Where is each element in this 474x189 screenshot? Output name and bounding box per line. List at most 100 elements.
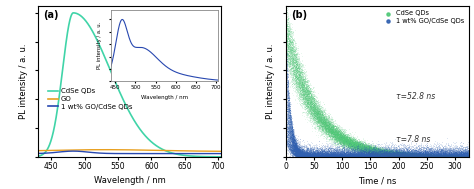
Point bbox=[339, 155, 346, 158]
Point bbox=[361, 153, 369, 156]
Point bbox=[445, 155, 452, 158]
Point bbox=[456, 149, 463, 152]
Point bbox=[454, 154, 462, 157]
Point bbox=[369, 150, 376, 153]
Point bbox=[320, 150, 328, 153]
Point bbox=[352, 152, 359, 155]
Point bbox=[385, 155, 392, 158]
Point bbox=[309, 153, 316, 156]
Point bbox=[450, 155, 458, 158]
Point bbox=[465, 153, 473, 156]
Point bbox=[341, 136, 348, 139]
Point bbox=[359, 150, 366, 153]
Point bbox=[328, 125, 335, 129]
Point bbox=[291, 137, 298, 140]
Point bbox=[444, 155, 452, 158]
Point bbox=[443, 155, 451, 158]
Point bbox=[432, 154, 440, 157]
Point bbox=[285, 128, 293, 131]
Point bbox=[291, 138, 298, 141]
Point bbox=[302, 154, 310, 157]
Point bbox=[374, 149, 382, 153]
Point bbox=[425, 154, 433, 157]
Point bbox=[405, 152, 412, 155]
Point bbox=[335, 130, 342, 133]
Point bbox=[301, 155, 309, 158]
Point bbox=[305, 154, 312, 157]
Point bbox=[454, 155, 461, 158]
Point bbox=[326, 129, 334, 132]
Point bbox=[311, 155, 319, 158]
Point bbox=[380, 154, 388, 157]
Point bbox=[438, 155, 446, 158]
Point bbox=[360, 146, 368, 149]
Point bbox=[403, 155, 410, 158]
Point bbox=[309, 155, 317, 158]
Point bbox=[320, 155, 328, 158]
Point bbox=[376, 149, 384, 152]
Point bbox=[290, 131, 297, 134]
Point bbox=[288, 124, 296, 127]
Point bbox=[376, 154, 383, 157]
Point bbox=[450, 155, 458, 158]
Point bbox=[416, 147, 423, 150]
Point bbox=[403, 155, 410, 158]
Point bbox=[385, 155, 392, 158]
Point bbox=[329, 151, 337, 154]
Point bbox=[462, 152, 469, 155]
Point bbox=[408, 153, 415, 156]
Point bbox=[315, 118, 322, 121]
Point bbox=[365, 149, 373, 152]
Point bbox=[336, 132, 344, 135]
Point bbox=[442, 155, 449, 158]
Point bbox=[461, 155, 469, 158]
Point bbox=[430, 155, 438, 158]
Point bbox=[317, 155, 324, 158]
Point bbox=[397, 150, 404, 153]
Point bbox=[326, 128, 334, 131]
Point bbox=[320, 149, 328, 152]
Point bbox=[429, 155, 437, 158]
Point bbox=[324, 154, 332, 157]
Point bbox=[430, 155, 438, 158]
Point bbox=[399, 152, 406, 155]
Point bbox=[439, 155, 447, 158]
Point bbox=[353, 146, 360, 149]
Point bbox=[328, 131, 335, 134]
Point bbox=[399, 152, 406, 155]
Point bbox=[403, 152, 410, 155]
Point bbox=[292, 149, 300, 152]
Point bbox=[455, 155, 462, 158]
Point bbox=[401, 151, 409, 154]
Point bbox=[464, 155, 471, 158]
Point bbox=[392, 152, 400, 155]
Point bbox=[455, 155, 463, 158]
Point bbox=[455, 155, 463, 158]
Point bbox=[343, 141, 350, 144]
Point bbox=[426, 155, 434, 158]
Point bbox=[422, 155, 429, 158]
Point bbox=[375, 152, 383, 155]
Point bbox=[314, 154, 321, 157]
Point bbox=[319, 118, 327, 121]
Point bbox=[416, 155, 424, 158]
Point bbox=[371, 147, 379, 150]
Point bbox=[401, 154, 409, 157]
Point bbox=[359, 144, 367, 147]
Point bbox=[431, 155, 439, 158]
Point bbox=[402, 152, 410, 155]
Point bbox=[392, 153, 400, 156]
Point bbox=[367, 150, 374, 153]
Point bbox=[424, 155, 432, 158]
Point bbox=[428, 153, 435, 156]
Point bbox=[302, 150, 310, 153]
Point bbox=[386, 155, 394, 158]
Point bbox=[297, 154, 305, 157]
Point bbox=[417, 155, 424, 158]
Point bbox=[412, 155, 419, 158]
Point bbox=[416, 153, 423, 156]
Point bbox=[329, 155, 337, 158]
Point bbox=[286, 56, 293, 59]
Point bbox=[391, 152, 398, 155]
Point bbox=[405, 154, 412, 157]
